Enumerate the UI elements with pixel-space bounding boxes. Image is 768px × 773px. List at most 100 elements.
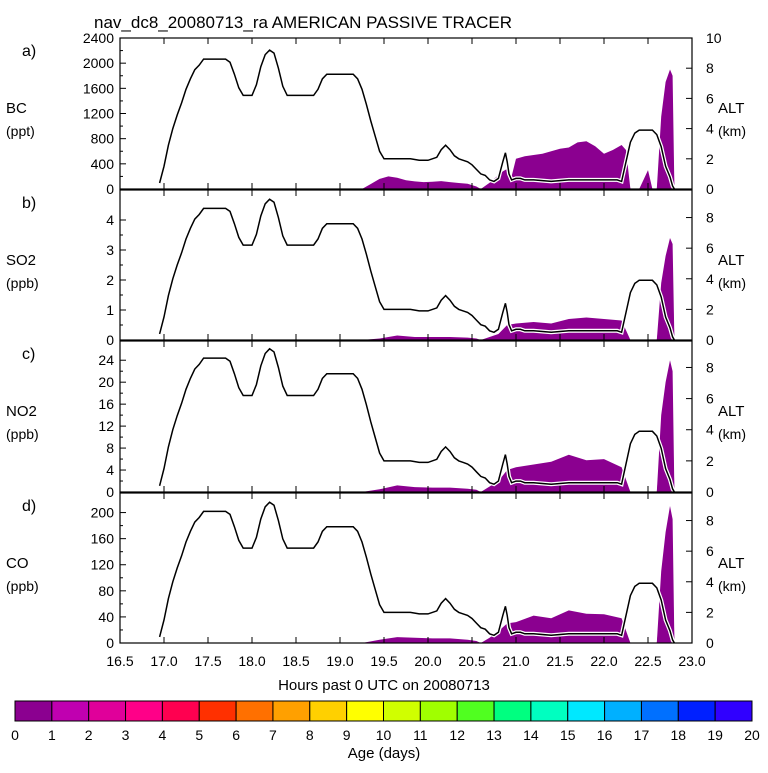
alt-tick-label: 10 [706,30,722,46]
figure-title: nav_dc8_20080713_ra AMERICAN PASSIVE TRA… [94,13,512,32]
colorbar-tick-label: 19 [707,727,723,743]
alt-tick-label: 0 [706,635,714,651]
alt-axis-label: ALT [718,100,744,117]
alt-tick-label: 4 [706,121,714,137]
y-axis-units: (ppb) [6,426,39,442]
alt-axis-units: (km) [718,275,746,291]
colorbar-cell [235,700,274,722]
colorbar-cell [88,700,127,722]
alt-axis-units: (km) [718,578,746,594]
x-tick-label: 22.5 [634,653,661,669]
colorbar-cell [567,700,606,722]
colorbar-cell [677,700,716,722]
alt-tick-label: 4 [706,271,714,287]
alt-tick-label: 8 [706,513,714,529]
panel-frame [119,492,693,644]
colorbar-tick-label: 2 [85,727,93,743]
y-axis-units: (ppb) [6,275,39,291]
colorbar-tick-label: 17 [634,727,650,743]
y-tick-label: 4 [106,212,114,228]
colorbar-tick-label: 4 [159,727,167,743]
y-axis-units: (ppb) [6,578,39,594]
altitude-line [158,347,676,493]
x-tick-label: 16.5 [106,653,133,669]
colorbar-cell [604,700,642,722]
colorbar-tick-label: 15 [560,727,576,743]
panel-label: a) [22,43,36,60]
y-tick-label: 200 [91,505,115,521]
colorbar-cell [161,700,200,722]
colorbar-tick-label: 1 [48,727,56,743]
x-tick-label: 17.5 [194,653,221,669]
x-tick-label: 18.0 [238,653,265,669]
colorbar-tick-label: 5 [195,727,203,743]
colorbar-tick-label: 13 [486,727,502,743]
panel-1: 0 400 800 1200 1600 2000 2400 0 2 4 6 8 10 a) BC (ppt) A… [6,30,746,197]
colorbar-tick-label: 11 [413,727,428,743]
alt-tick-label: 6 [706,543,714,559]
colorbar-cell [419,700,458,722]
alt-tick-label: 4 [706,422,714,438]
colorbar-cell [51,700,90,722]
y-tick-label: 0 [106,635,114,651]
x-tick-label: 23.0 [678,653,705,669]
y-tick-label: 16 [98,396,114,412]
y-tick-label: 80 [98,583,114,599]
y-axis-label: SO2 [6,252,36,269]
panels: 040080012001600200024000246810a)BC(ppt)A… [6,30,746,669]
alt-tick-label: 0 [706,332,714,348]
alt-axis-label: ALT [718,252,744,269]
y-tick-label: 2400 [83,30,114,46]
colorbar-cell [493,700,532,722]
colorbar: 0 1 2 3 4 5 6 7 8 9 10 11 12 13 14 15 16 17 18 19 20 [11,700,760,743]
colorbar-tick-label: 12 [449,727,465,743]
y-tick-label: 2 [106,272,114,288]
colorbar-cell [714,700,753,722]
alt-tick-label: 2 [706,453,714,469]
alt-axis-label: ALT [718,403,744,420]
colorbar-cell [14,700,53,722]
alt-tick-label: 6 [706,240,714,256]
y-tick-label: 3 [106,242,114,258]
alt-tick-label: 2 [706,151,714,167]
alt-axis-label: ALT [718,555,744,572]
y-tick-label: 1 [106,302,114,318]
colorbar-cell [530,700,569,722]
colorbar-tick-label: 16 [597,727,613,743]
alt-tick-label: 6 [706,391,714,407]
y-axis-label: CO [6,555,29,572]
alt-tick-label: 2 [706,604,714,620]
alt-tick-label: 0 [706,484,714,500]
alt-tick-label: 8 [706,359,714,375]
colorbar-cell [640,700,679,722]
y-tick-label: 24 [98,352,114,368]
colorbar-tick-label: 0 [11,727,19,743]
panel-4: 0 40 80 120 160 200 0 2 4 6 8 d) CO (ppb) ALT (km) [6,492,746,651]
y-tick-label: 8 [106,440,114,456]
y-axis-label: NO2 [6,403,37,420]
colorbar-tick-label: 6 [232,727,240,743]
altitude-line [158,49,676,190]
y-axis-units: (ppt) [6,123,35,139]
x-tick-label: 18.5 [282,653,309,669]
y-tick-label: 12 [98,418,114,434]
y-tick-label: 4 [106,462,114,478]
x-tick-label: 21.0 [502,653,529,669]
y-tick-label: 120 [91,557,115,573]
colorbar-tick-label: 8 [306,727,314,743]
y-tick-label: 800 [91,131,115,147]
altitude-line [158,198,676,341]
panel-frame [119,340,693,493]
alt-tick-label: 6 [706,90,714,106]
tracer-band-0 [362,69,675,189]
panel-label: d) [22,498,36,515]
y-tick-label: 0 [106,181,114,197]
y-tick-label: 20 [98,374,114,390]
x-tick-labels: 16.5 17.0 17.5 18.0 18.5 19.0 19.5 20.0 20.5 21.0… [106,653,705,669]
panel-label: c) [22,346,35,363]
panel-frame [119,189,693,341]
colorbar-tick-label: 10 [376,727,392,743]
x-tick-label: 20.5 [458,653,485,669]
